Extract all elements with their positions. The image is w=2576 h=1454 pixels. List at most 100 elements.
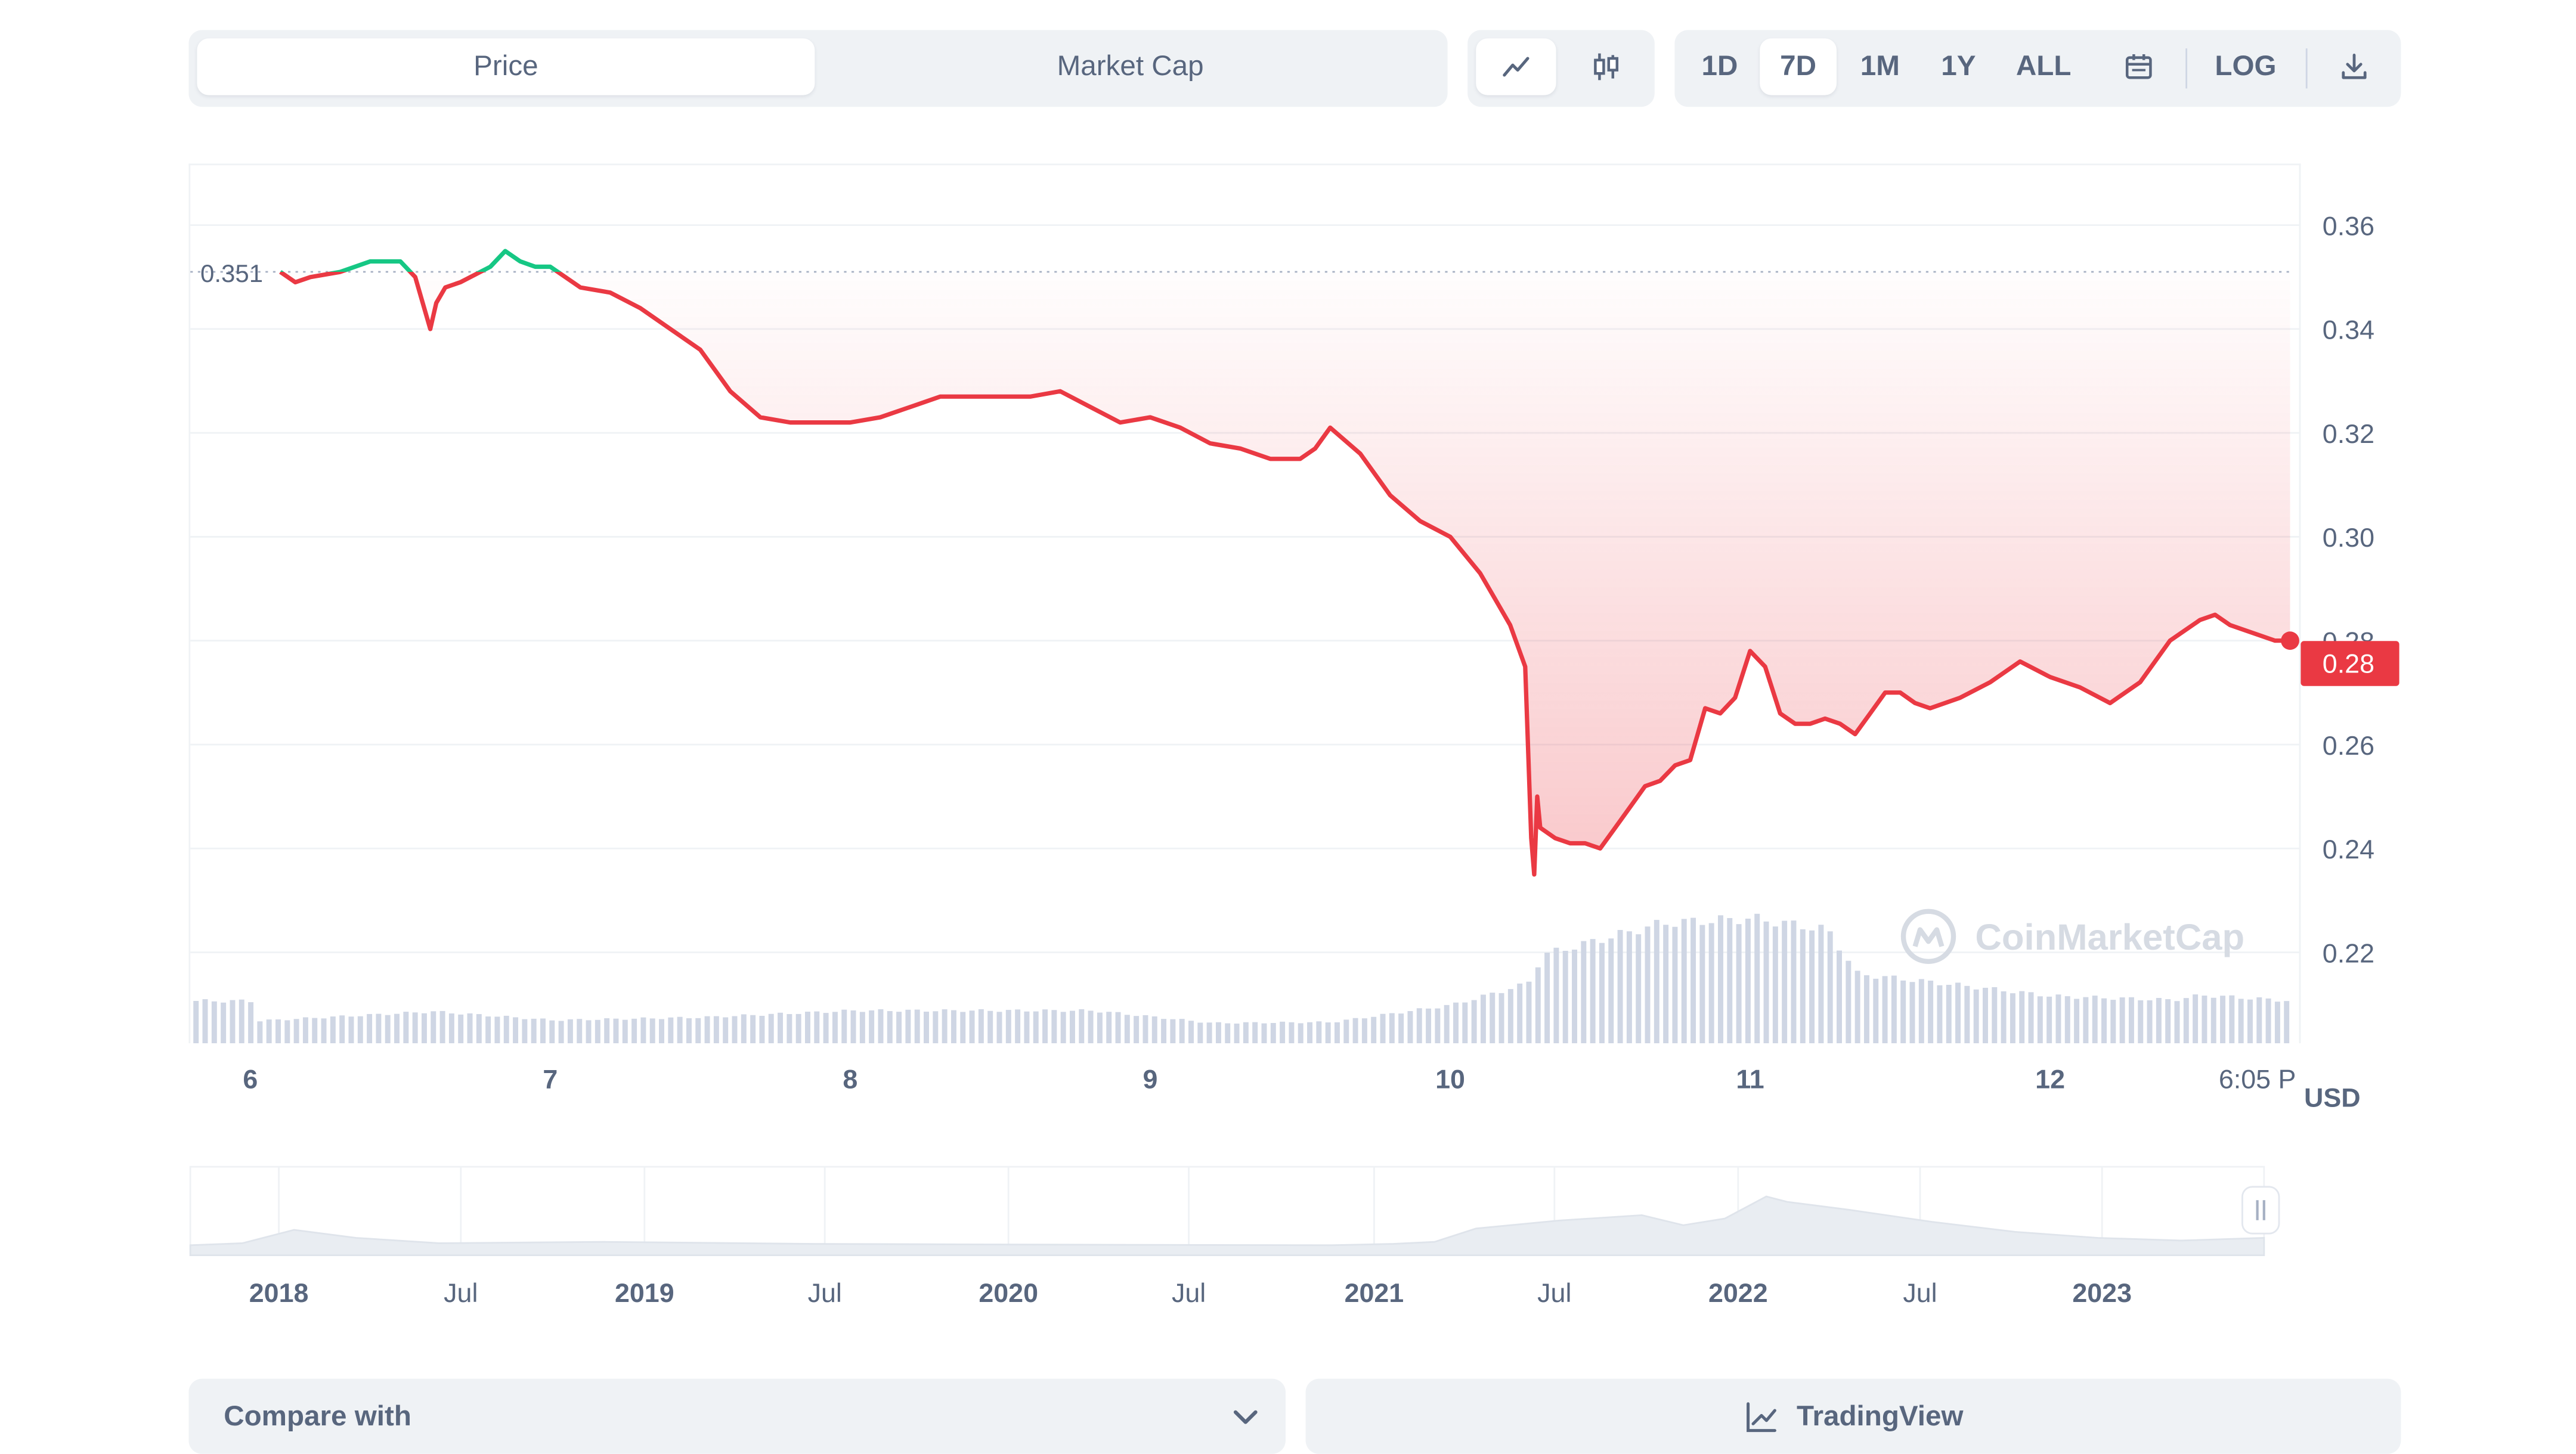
volume-bar [1389, 1013, 1395, 1043]
range-1m-button[interactable]: 1M [1860, 50, 1900, 82]
tab-market-cap[interactable]: Market Cap [1057, 50, 1204, 82]
volume-bar [531, 1018, 537, 1043]
toolbar-divider [2305, 48, 2308, 89]
navigator-label: 2020 [979, 1278, 1038, 1308]
chevron-down-icon [1233, 1410, 1258, 1424]
volume-bar [723, 1017, 729, 1043]
calendar-icon [2125, 54, 2152, 79]
volume-bar [1590, 939, 1596, 1043]
tradingview-label: TradingView [1797, 1399, 1964, 1431]
volume-bar [275, 1019, 281, 1043]
volume-bar [2037, 996, 2043, 1043]
calendar-button[interactable] [2106, 38, 2172, 95]
tradingview-chart-icon [1747, 1401, 1777, 1431]
volume-bar [960, 1012, 966, 1043]
volume-bar [1261, 1023, 1267, 1043]
volume-bar [1708, 923, 1714, 1043]
navigator-label: Jul [1537, 1278, 1571, 1308]
volume-bar [604, 1018, 610, 1043]
volume-bar [403, 1012, 409, 1043]
volume-bar [467, 1013, 473, 1043]
volume-bar [567, 1019, 573, 1043]
y-tick-label: 0.36 [2323, 211, 2374, 241]
volume-bar [1252, 1022, 1258, 1043]
volume-bar [1535, 967, 1541, 1043]
navigator-label: Jul [1172, 1278, 1206, 1308]
watermark-text: CoinMarketCap [1975, 917, 2244, 958]
range-7d-button[interactable]: 7D [1760, 38, 1837, 95]
volume-bar [795, 1013, 801, 1043]
volume-bar [1361, 1018, 1367, 1043]
volume-bar [1060, 1012, 1066, 1043]
y-tick-label: 0.32 [2323, 419, 2374, 449]
compare-with-dropdown[interactable]: Compare with [188, 1378, 1286, 1454]
volume-bar [2238, 999, 2244, 1043]
volume-bar [193, 1001, 199, 1043]
volume-bar [805, 1012, 810, 1043]
volume-bar [1699, 925, 1705, 1043]
navigator-area [189, 1195, 2265, 1256]
volume-bar [987, 1010, 993, 1043]
volume-bar [1736, 924, 1742, 1043]
navigator-label: 2019 [615, 1278, 674, 1308]
log-scale-button[interactable]: LOG [2215, 50, 2277, 82]
x-tick-label: 7 [543, 1065, 558, 1095]
volume-bar [933, 1011, 939, 1043]
volume-bar [1599, 943, 1605, 1043]
volume-bar [1937, 985, 1943, 1043]
volume-bar [1051, 1010, 1057, 1043]
volume-bar [841, 1009, 847, 1043]
volume-bar [513, 1017, 519, 1043]
x-tick-label: 6 [243, 1065, 258, 1095]
x-tick-label: 12 [2035, 1065, 2065, 1095]
volume-bar [1581, 941, 1587, 1043]
x-tick-label: 9 [1143, 1065, 1157, 1095]
volume-bar [1334, 1022, 1340, 1043]
volume-bar [1298, 1023, 1304, 1043]
volume-bar [2156, 997, 2162, 1043]
volume-bar [385, 1015, 391, 1043]
coinmarketcap-logo-icon [1900, 909, 1956, 964]
volume-bar [832, 1012, 838, 1043]
current-price-tag-bg [2301, 641, 2399, 686]
range-all-button[interactable]: ALL [2015, 50, 2072, 82]
candlestick-icon [1594, 53, 1619, 80]
tab-price[interactable]: Price [197, 38, 815, 95]
volume-bar [1562, 950, 1568, 1043]
volume-bar [2165, 999, 2171, 1043]
price-line-down[interactable] [279, 251, 2290, 877]
download-button[interactable] [2321, 38, 2388, 95]
volume-bar [302, 1017, 308, 1043]
y-tick-label: 0.22 [2323, 938, 2374, 968]
volume-bar [1206, 1022, 1212, 1043]
range-1d-button[interactable]: 1D [1701, 50, 1738, 82]
volume-bar [859, 1012, 865, 1043]
volume-bar [1964, 985, 1970, 1043]
chart-frame [188, 163, 2301, 1043]
volume-bar [2119, 997, 2125, 1043]
volume-bar [1626, 931, 1632, 1043]
tradingview-button[interactable]: TradingView [1305, 1378, 2401, 1454]
volume-bar [896, 1012, 902, 1043]
navigator-label: Jul [444, 1278, 478, 1308]
volume-bar [942, 1009, 948, 1043]
line-chart-button[interactable] [1476, 38, 1556, 95]
volume-bar [2220, 996, 2226, 1043]
volume-bar [759, 1015, 765, 1043]
volume-bar [586, 1020, 592, 1043]
volume-bar [1225, 1023, 1231, 1043]
candlestick-button[interactable] [1566, 38, 1646, 95]
volume-bar [2092, 996, 2098, 1043]
volume-bar [221, 1002, 227, 1043]
volume-bar [1800, 929, 1806, 1043]
volume-bar [2055, 994, 2061, 1043]
volume-bar [1645, 926, 1651, 1043]
volume-bar [357, 1016, 363, 1043]
range-1y-button[interactable]: 1Y [1941, 50, 1976, 82]
volume-bar [823, 1013, 829, 1043]
navigator-handle[interactable] [2241, 1186, 2280, 1235]
y-tick-label: 0.26 [2323, 731, 2374, 761]
volume-bar [1435, 1008, 1441, 1043]
